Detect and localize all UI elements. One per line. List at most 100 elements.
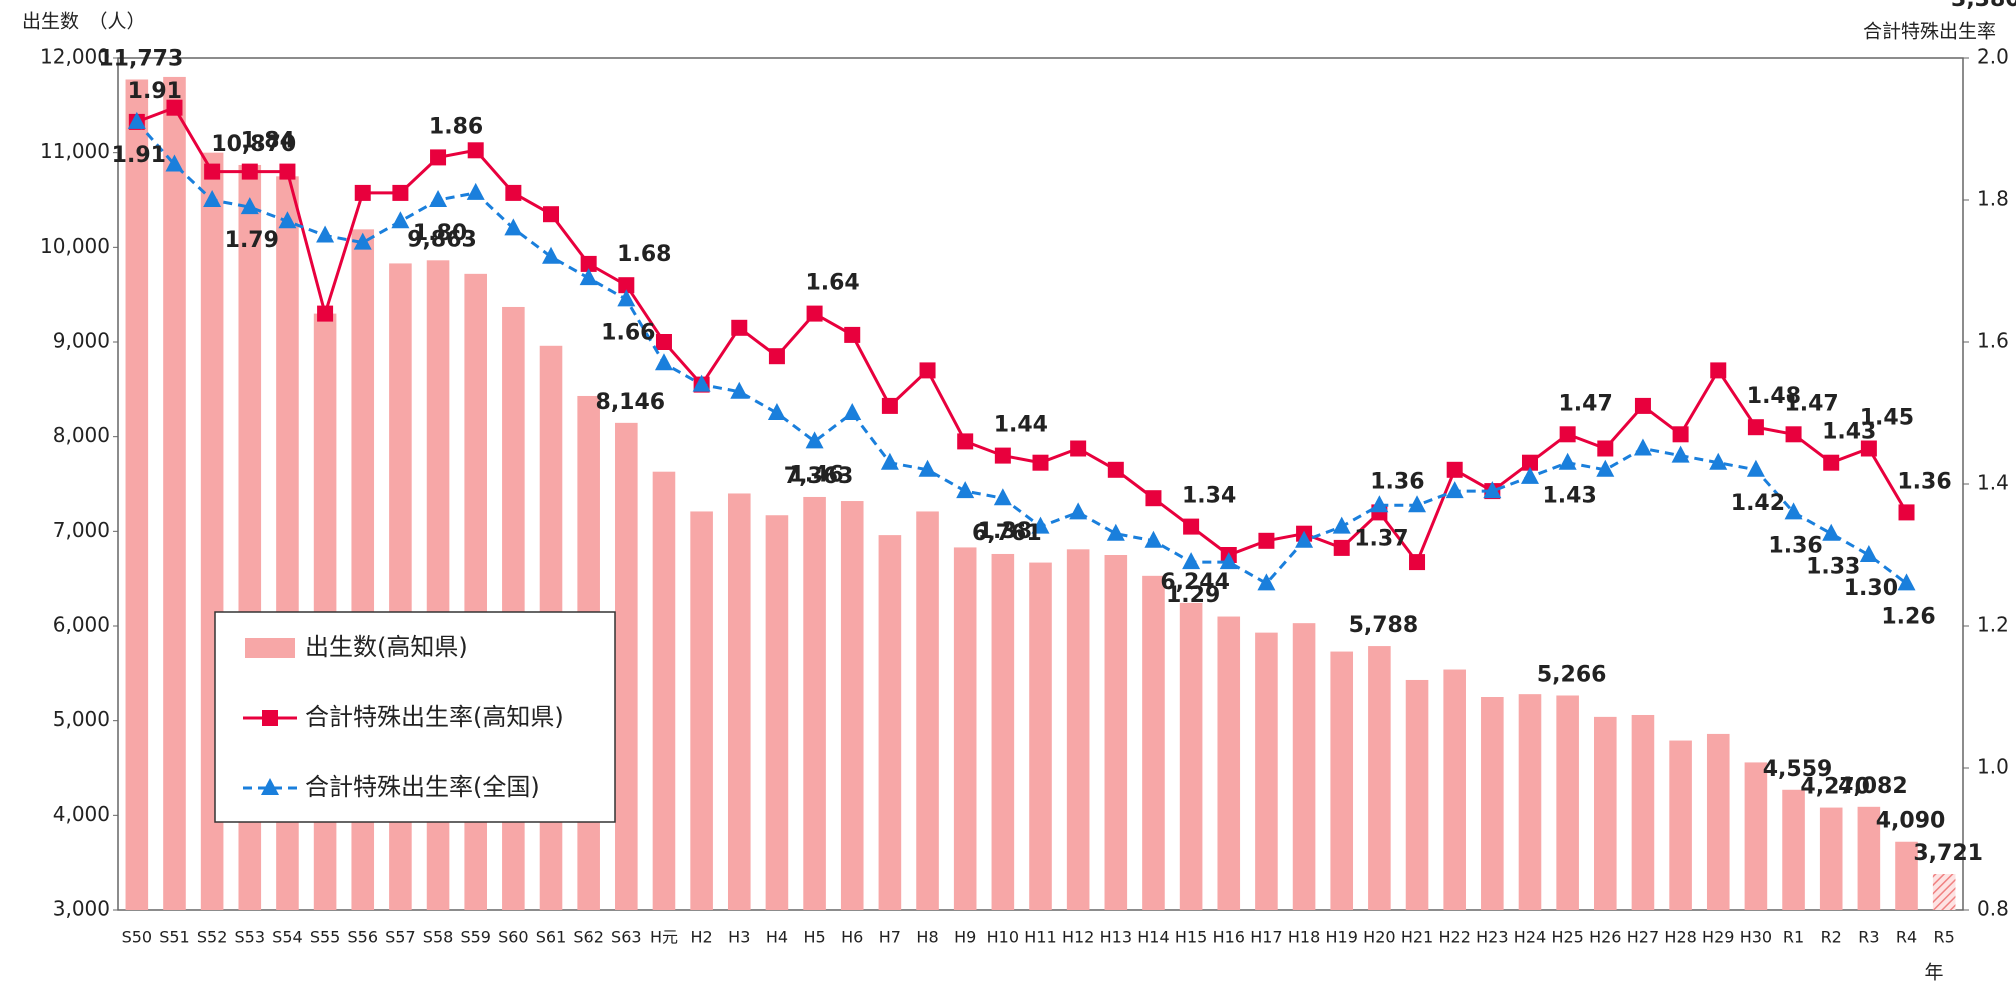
data-label: 1.91 <box>128 79 182 104</box>
data-label: 1.68 <box>617 242 671 267</box>
data-label: 1.47 <box>1784 391 1838 416</box>
bar <box>916 511 939 910</box>
bar <box>1669 740 1692 910</box>
bar <box>1481 697 1504 910</box>
marker <box>956 481 975 499</box>
x-tick-label: H18 <box>1288 928 1320 947</box>
x-tick-label: H4 <box>766 928 788 947</box>
data-label: 1.43 <box>1822 420 1876 445</box>
marker <box>1145 490 1162 507</box>
x-tick-label: R5 <box>1934 928 1955 947</box>
x-tick-label: H21 <box>1401 928 1433 947</box>
bar <box>1029 562 1052 910</box>
marker <box>1898 504 1915 521</box>
x-tick-label: H16 <box>1213 928 1245 947</box>
data-label: 4,559 <box>1763 757 1833 782</box>
marker <box>317 305 334 322</box>
bar <box>125 79 149 911</box>
y2-axis-label: 合計特殊出生率 <box>1863 21 1996 43</box>
marker <box>1107 461 1124 478</box>
y-tick-label: 6,000 <box>53 613 110 637</box>
bar <box>1782 789 1805 910</box>
data-label: 4,270 <box>1800 775 1870 800</box>
y2-tick-label: 1.4 <box>1977 471 2009 495</box>
y-tick-label: 9,000 <box>53 329 110 353</box>
bar <box>1857 806 1881 910</box>
data-label: 7,363 <box>784 464 854 489</box>
marker <box>1897 573 1916 591</box>
data-label: 1.47 <box>1559 391 1613 416</box>
data-label: 5,788 <box>1349 613 1419 638</box>
data-label: 10,870 <box>211 132 296 157</box>
marker <box>767 403 786 420</box>
data-label: 1.80 <box>413 221 467 246</box>
data-label: 1.29 <box>1166 583 1220 608</box>
marker <box>1445 481 1464 499</box>
marker <box>1784 502 1803 520</box>
bar <box>991 553 1015 910</box>
marker <box>655 334 672 350</box>
marker <box>1183 518 1200 535</box>
data-label: 1.64 <box>805 271 859 296</box>
y2-tick-label: 1.6 <box>1977 329 2009 353</box>
marker <box>1558 452 1577 470</box>
y-tick-label: 7,000 <box>53 518 110 542</box>
data-label: 1.44 <box>994 413 1048 438</box>
data-label: 1.66 <box>601 320 655 345</box>
x-tick-label: H10 <box>987 928 1019 947</box>
marker <box>1182 552 1201 570</box>
marker <box>1333 539 1350 556</box>
marker <box>166 99 183 116</box>
marker <box>504 218 523 236</box>
x-tick-label: S57 <box>385 928 416 947</box>
x-tick-label: H元 <box>650 928 678 947</box>
marker <box>1257 573 1276 591</box>
x-tick-label: S59 <box>460 928 491 947</box>
marker <box>1446 461 1463 478</box>
marker <box>1747 419 1764 436</box>
marker <box>203 190 222 207</box>
data-label: 1.84 <box>241 129 295 154</box>
marker <box>542 246 561 264</box>
bar <box>1217 616 1241 910</box>
x-tick-label: H11 <box>1024 928 1056 947</box>
marker <box>1597 440 1614 457</box>
x-tick-label: S51 <box>159 928 190 947</box>
marker <box>279 163 296 180</box>
marker <box>692 374 711 392</box>
bar <box>1066 549 1090 910</box>
bar <box>1179 602 1203 910</box>
marker <box>127 111 146 129</box>
x-tick-label: H20 <box>1363 928 1395 947</box>
marker <box>1710 362 1727 379</box>
x-tick-label: H13 <box>1100 928 1132 947</box>
bar <box>1631 714 1655 910</box>
x-tick-label: S55 <box>310 928 341 947</box>
marker <box>505 184 522 201</box>
marker <box>1520 466 1539 484</box>
y-axis-label: 出生数 （人） <box>22 11 146 33</box>
legend-label: 出生数(高知県) <box>305 633 468 661</box>
marker <box>1860 440 1877 457</box>
marker <box>580 255 597 272</box>
bar <box>878 535 902 910</box>
data-label: 3,380 <box>1951 0 2016 12</box>
marker <box>1633 438 1652 456</box>
marker <box>768 348 785 365</box>
x-tick-label: S62 <box>573 928 604 947</box>
bar <box>1330 651 1354 910</box>
data-label: 1.33 <box>1806 555 1860 580</box>
x-tick-label: H14 <box>1137 928 1169 947</box>
marker <box>1822 523 1841 541</box>
marker <box>1144 530 1163 548</box>
x-tick-label: H3 <box>728 928 750 947</box>
legend-swatch <box>245 638 295 658</box>
marker <box>392 184 409 201</box>
marker <box>579 268 598 286</box>
x-tick-label: R3 <box>1858 928 1879 947</box>
y2-tick-label: 1.2 <box>1977 613 2009 637</box>
data-label: 9,863 <box>407 227 477 252</box>
x-tick-label: H29 <box>1702 928 1734 947</box>
x-tick-label: H6 <box>841 928 863 947</box>
marker <box>1106 523 1125 541</box>
